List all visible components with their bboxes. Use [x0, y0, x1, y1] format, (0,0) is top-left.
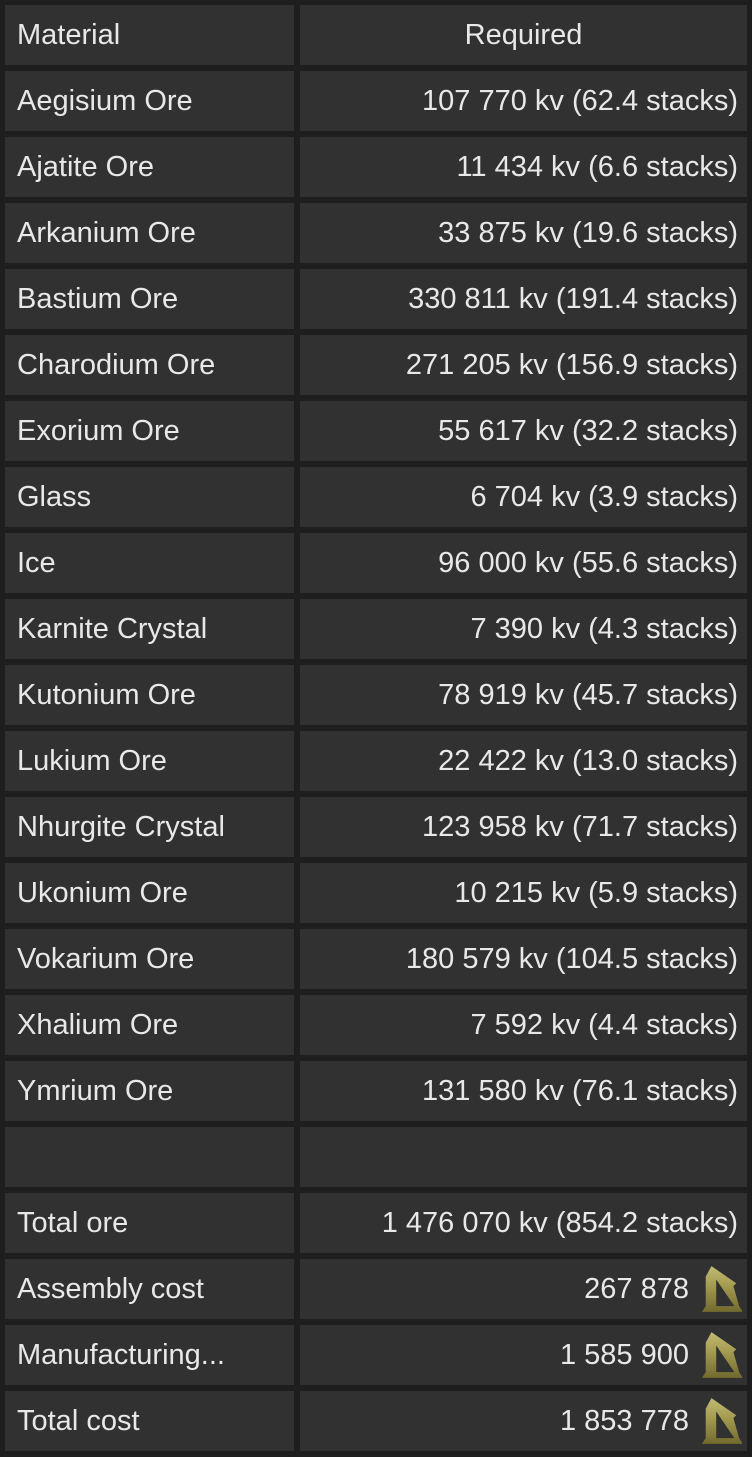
header-required: Required — [300, 5, 747, 65]
material-name-cell: Lukium Ore — [5, 731, 294, 791]
material-name-cell: Exorium Ore — [5, 401, 294, 461]
summary-value-cell: 1 853 778 — [300, 1391, 747, 1451]
summary-label-cell: Manufacturing... — [5, 1325, 294, 1385]
material-required-cell: 131 580 kv (76.1 stacks) — [300, 1061, 747, 1121]
material-name-cell: Ukonium Ore — [5, 863, 294, 923]
material-required-cell: 10 215 kv (5.9 stacks) — [300, 863, 747, 923]
material-required-cell: 22 422 kv (13.0 stacks) — [300, 731, 747, 791]
material-required-cell: 180 579 kv (104.5 stacks) — [300, 929, 747, 989]
summary-label-cell: Assembly cost — [5, 1259, 294, 1319]
summary-value-text: 1 853 778 — [559, 1404, 689, 1437]
credits-icon — [700, 1397, 742, 1445]
summary-label-cell: Total cost — [5, 1391, 294, 1451]
credits-icon — [700, 1265, 742, 1313]
material-name-cell: Ymrium Ore — [5, 1061, 294, 1121]
summary-value-cell: 1 476 070 kv (854.2 stacks) — [300, 1193, 747, 1253]
material-required-cell: 330 811 kv (191.4 stacks) — [300, 269, 747, 329]
material-name-cell: Aegisium Ore — [5, 71, 294, 131]
material-name-cell: Charodium Ore — [5, 335, 294, 395]
material-name-cell: Nhurgite Crystal — [5, 797, 294, 857]
summary-value-text: 1 585 900 — [559, 1338, 689, 1371]
material-required-cell: 123 958 kv (71.7 stacks) — [300, 797, 747, 857]
material-required-cell: 6 704 kv (3.9 stacks) — [300, 467, 747, 527]
material-required-cell: 107 770 kv (62.4 stacks) — [300, 71, 747, 131]
material-required-cell: 78 919 kv (45.7 stacks) — [300, 665, 747, 725]
summary-value-cell: 267 878 — [300, 1259, 747, 1319]
credits-icon — [700, 1331, 742, 1379]
material-required-cell: 96 000 kv (55.6 stacks) — [300, 533, 747, 593]
summary-value-cell: 1 585 900 — [300, 1325, 747, 1385]
material-required-cell: 55 617 kv (32.2 stacks) — [300, 401, 747, 461]
spacer-cell — [300, 1127, 747, 1187]
material-required-cell: 11 434 kv (6.6 stacks) — [300, 137, 747, 197]
spacer-cell — [5, 1127, 294, 1187]
header-material: Material — [5, 5, 294, 65]
material-name-cell: Ajatite Ore — [5, 137, 294, 197]
material-required-cell: 271 205 kv (156.9 stacks) — [300, 335, 747, 395]
summary-value-text: 267 878 — [584, 1272, 689, 1305]
material-required-cell: 33 875 kv (19.6 stacks) — [300, 203, 747, 263]
material-name-cell: Bastium Ore — [5, 269, 294, 329]
summary-value-text: 1 476 070 kv (854.2 stacks) — [381, 1206, 738, 1239]
summary-label-cell: Total ore — [5, 1193, 294, 1253]
material-name-cell: Vokarium Ore — [5, 929, 294, 989]
material-name-cell: Karnite Crystal — [5, 599, 294, 659]
material-name-cell: Xhalium Ore — [5, 995, 294, 1055]
material-required-cell: 7 592 kv (4.4 stacks) — [300, 995, 747, 1055]
material-name-cell: Arkanium Ore — [5, 203, 294, 263]
material-name-cell: Ice — [5, 533, 294, 593]
material-required-cell: 7 390 kv (4.3 stacks) — [300, 599, 747, 659]
material-name-cell: Glass — [5, 467, 294, 527]
material-name-cell: Kutonium Ore — [5, 665, 294, 725]
